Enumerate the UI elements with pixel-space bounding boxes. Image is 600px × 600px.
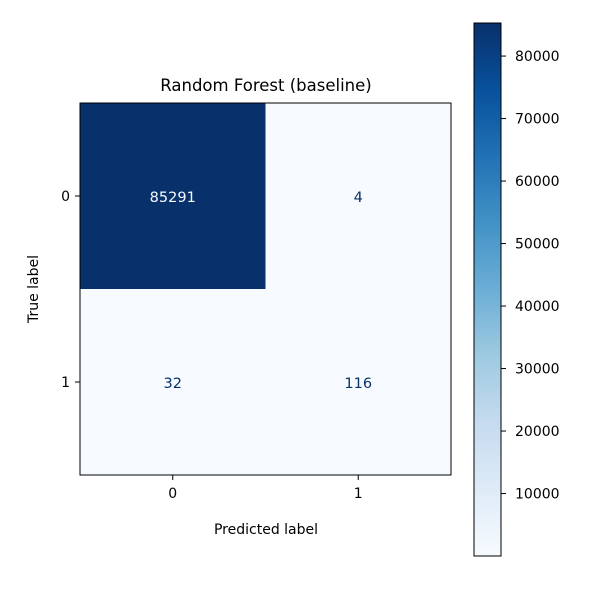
cell-value-1-1: 116 [344,376,372,392]
cell-value-1-0: 32 [164,376,182,392]
y-axis-ticks: 01 [61,189,80,391]
y-axis-label: True label [26,255,42,324]
heatmap-cell-1-0 [80,289,266,476]
chart-title: Random Forest (baseline) [160,76,371,95]
colorbar-tick-label-0: 10000 [515,487,560,503]
y-tick-label-1: 1 [61,375,70,391]
colorbar-tick-label-6: 70000 [515,112,560,128]
colorbar-tick-label-3: 40000 [515,299,560,315]
y-tick-label-0: 0 [61,189,70,205]
colorbar-tick-label-7: 80000 [515,49,560,65]
colorbar-tick-label-1: 20000 [515,424,560,440]
x-tick-label-1: 1 [354,486,363,502]
colorbar-tick-label-4: 50000 [515,237,560,253]
colorbar-tick-label-2: 30000 [515,362,560,378]
colorbar-frame [473,22,502,557]
heatmap-cells [80,103,452,476]
cell-value-labels: 85291 4 32 116 [150,190,372,392]
heatmap-cell-1-1 [265,289,452,476]
cell-value-0-1: 4 [354,190,363,206]
plot-frame [79,102,452,476]
colorbar [474,23,501,556]
colorbar-ticks: 10000 20000 30000 40000 50000 60000 70000 80000 [501,49,560,503]
x-tick-label-0: 0 [168,486,177,502]
heatmap-cell-0-1 [265,103,452,290]
colorbar-tick-label-5: 60000 [515,174,560,190]
heatmap-cell-0-0 [80,103,266,290]
x-axis-label: Predicted label [214,522,318,538]
cell-value-0-0: 85291 [150,190,196,206]
